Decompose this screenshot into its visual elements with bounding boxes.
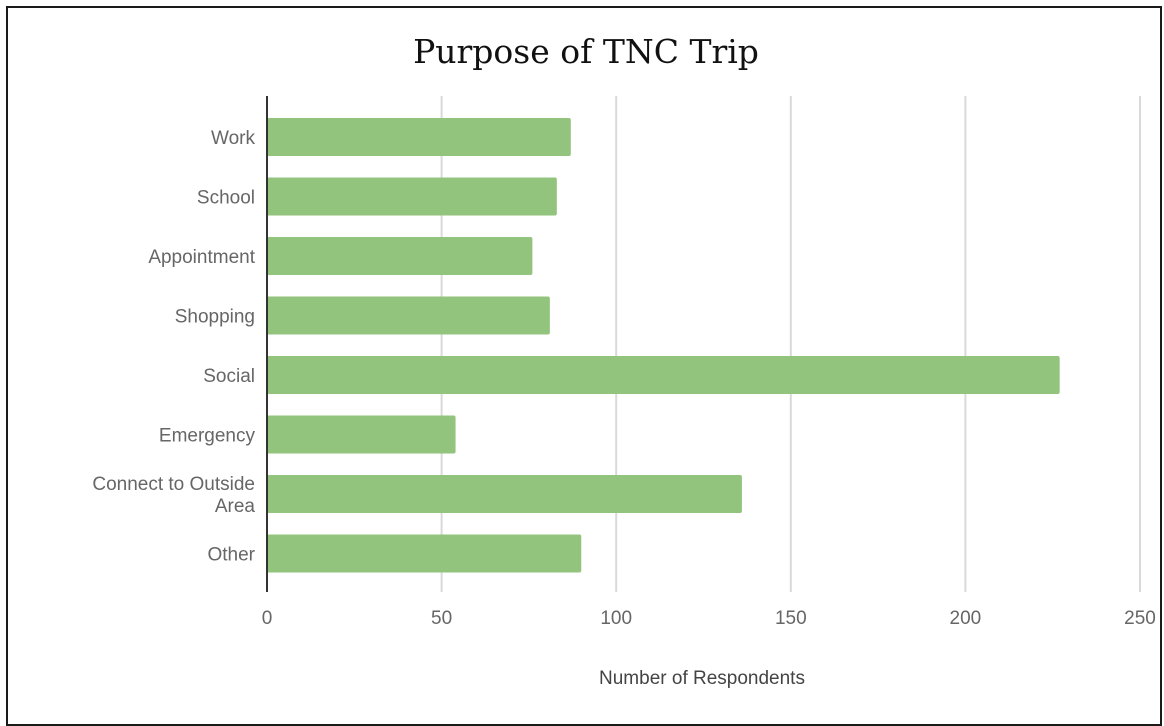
x-tick-label: 250 (1124, 608, 1156, 629)
bar (267, 534, 582, 573)
bar (267, 296, 550, 335)
chart-title: Purpose of TNC Trip (413, 32, 759, 71)
category-label: Shopping (175, 307, 255, 328)
category-label: Connect to Outside Area (92, 474, 255, 517)
bar-chart: Purpose of TNC Trip Work School Appointmen… (92, 32, 1156, 689)
bar (267, 356, 1060, 394)
bar (267, 237, 533, 275)
category-label: Appointment (148, 247, 255, 268)
category-labels: Work School Appointment Shopping Social Emerg… (92, 128, 255, 566)
category-label: Emergency (159, 426, 256, 447)
x-tick-label: 150 (775, 608, 807, 629)
x-tick-label: 100 (600, 608, 632, 629)
bar (267, 475, 742, 513)
x-tick-label: 0 (262, 608, 273, 629)
x-axis-title: Number of Respondents (599, 668, 805, 689)
category-label: Work (211, 128, 255, 149)
category-label: Other (207, 545, 255, 566)
bar (267, 177, 557, 216)
gridlines (440, 96, 1141, 592)
bars (267, 118, 1060, 573)
x-tick-label: 200 (950, 608, 982, 629)
category-label: Social (203, 366, 255, 387)
bar (267, 415, 456, 454)
category-label: School (197, 188, 255, 209)
x-tick-label: 50 (431, 608, 452, 629)
x-tick-labels: 0 50 100 150 200 250 (262, 608, 1156, 629)
bar (267, 118, 571, 156)
